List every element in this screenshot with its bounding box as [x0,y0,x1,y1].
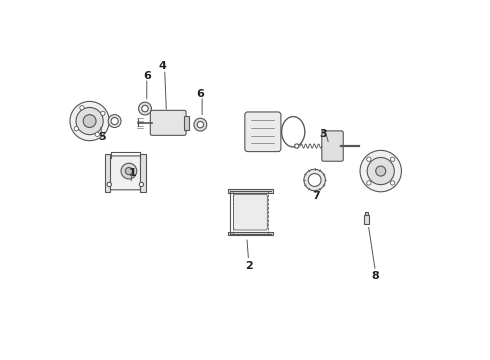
Bar [228,189,273,193]
Bar [228,232,273,235]
Text: 6: 6 [196,89,204,99]
Circle shape [391,181,395,185]
Text: 7: 7 [313,191,320,201]
Text: 4: 4 [159,61,167,71]
Circle shape [95,132,99,136]
FancyBboxPatch shape [150,111,186,135]
Circle shape [308,174,321,186]
Bar [184,116,189,130]
Circle shape [70,102,109,141]
Circle shape [107,182,111,186]
Circle shape [80,105,84,110]
Circle shape [83,114,96,127]
Circle shape [360,150,401,192]
Text: 6: 6 [143,71,151,81]
Text: 3: 3 [320,129,327,139]
FancyBboxPatch shape [245,112,281,152]
Circle shape [367,157,394,185]
Bar [364,215,369,224]
Bar [365,212,368,215]
Circle shape [194,118,207,131]
Circle shape [367,157,371,161]
Bar [104,154,110,192]
Circle shape [121,163,137,179]
FancyBboxPatch shape [233,194,268,230]
Text: 1: 1 [128,168,136,178]
Bar [140,154,146,192]
Circle shape [304,169,325,191]
Circle shape [101,111,105,116]
Circle shape [142,105,148,112]
Circle shape [376,166,386,176]
Text: 5: 5 [98,132,106,142]
Circle shape [294,144,299,148]
Circle shape [391,157,395,161]
Circle shape [74,127,78,131]
Circle shape [76,108,103,135]
Circle shape [111,117,118,125]
Circle shape [367,181,371,185]
Circle shape [197,121,203,128]
Text: 2: 2 [245,261,252,271]
FancyBboxPatch shape [106,156,145,190]
FancyBboxPatch shape [322,131,343,161]
Text: 8: 8 [371,271,379,282]
Circle shape [125,167,132,175]
Circle shape [139,102,151,115]
Circle shape [108,114,121,127]
Circle shape [139,182,144,186]
